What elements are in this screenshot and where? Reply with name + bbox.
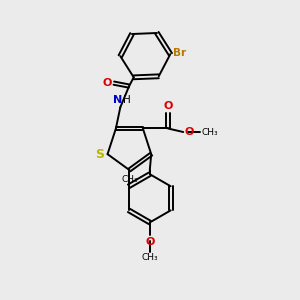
Text: CH₃: CH₃ <box>201 128 218 136</box>
Text: O: O <box>184 127 194 137</box>
Text: CH₃: CH₃ <box>141 253 158 262</box>
Text: O: O <box>163 101 172 111</box>
Text: O: O <box>145 237 154 247</box>
Text: Br: Br <box>173 48 186 58</box>
Text: S: S <box>95 148 104 161</box>
Text: H: H <box>123 95 131 105</box>
Text: N: N <box>113 95 123 105</box>
Text: O: O <box>102 78 112 88</box>
Text: CH₃: CH₃ <box>121 175 138 184</box>
